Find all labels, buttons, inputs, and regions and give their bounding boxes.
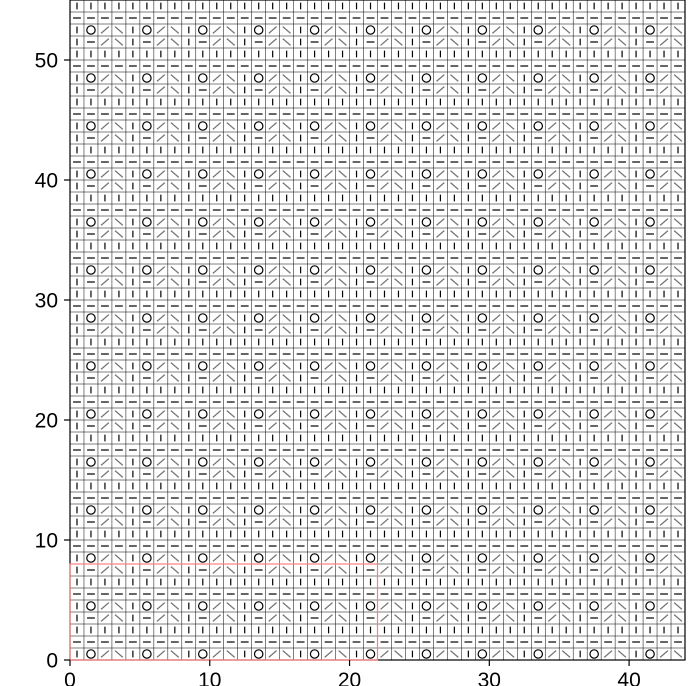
- y-tick-label: 30: [35, 289, 58, 312]
- knitting-chart: 0 10 20 30 40 0 10 20 30 40 50: [0, 0, 699, 686]
- x-tick-label: 20: [338, 669, 361, 686]
- x-tick-label: 0: [64, 669, 76, 686]
- x-tick-label: 10: [198, 669, 221, 686]
- y-tick-label: 20: [35, 409, 58, 432]
- y-tick-label: 40: [35, 169, 58, 192]
- y-tick-label: 50: [35, 49, 58, 72]
- x-tick-label: 30: [478, 669, 501, 686]
- y-tick-label: 10: [35, 529, 58, 552]
- x-tick-label: 40: [617, 669, 640, 686]
- y-tick-label: 0: [46, 649, 58, 672]
